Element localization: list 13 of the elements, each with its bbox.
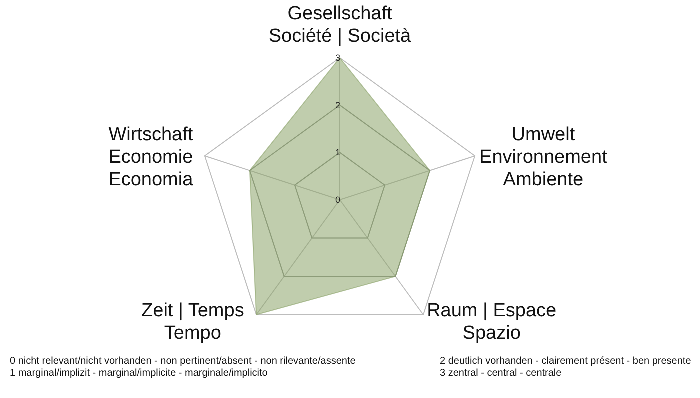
y-tick-label: 0 bbox=[335, 195, 341, 205]
text: 0 nicht relevant/nicht vorhanden - non pertinent/absent - non rilevante/assente bbox=[10, 356, 356, 367]
y-tick-label: 1 bbox=[335, 148, 341, 158]
spoke-label: Zeit | Temps Tempo bbox=[142, 300, 244, 344]
spoke-label: Umwelt Environnement Ambiente bbox=[480, 124, 608, 191]
text: 2 deutlich vorhanden - clairement présent - ben presente bbox=[440, 356, 692, 367]
y-tick-label: 3 bbox=[335, 53, 341, 63]
spoke-label: Gesellschaft Société | Società bbox=[268, 3, 412, 47]
text: 1 marginal/implizit - marginal/implicite - marginale/implicito bbox=[10, 368, 268, 379]
spoke-label: Wirtschaft Economie Economia bbox=[108, 124, 194, 191]
y-tick-label: 2 bbox=[335, 100, 341, 110]
text: 3 zentral - central - centrale bbox=[440, 368, 562, 379]
spoke-label: Raum | Espace Spazio bbox=[427, 300, 557, 344]
